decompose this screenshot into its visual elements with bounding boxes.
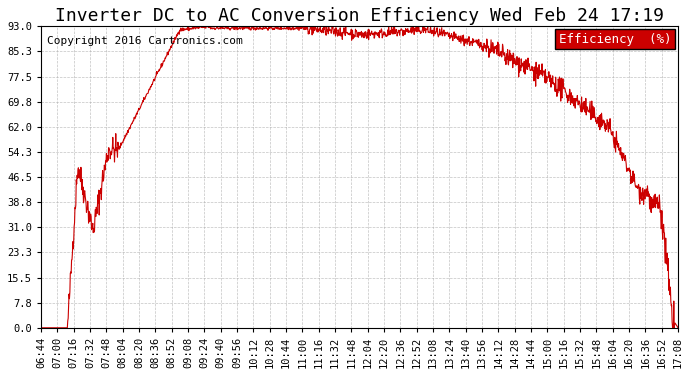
Text: Copyright 2016 Cartronics.com: Copyright 2016 Cartronics.com bbox=[48, 36, 243, 45]
Title: Inverter DC to AC Conversion Efficiency Wed Feb 24 17:19: Inverter DC to AC Conversion Efficiency … bbox=[55, 7, 664, 25]
Text: Efficiency  (%): Efficiency (%) bbox=[559, 33, 671, 45]
